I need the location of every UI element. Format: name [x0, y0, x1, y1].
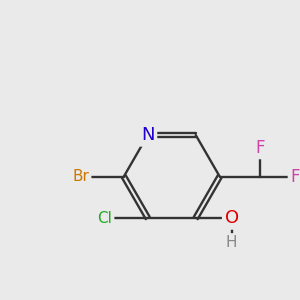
Text: H: H	[226, 236, 237, 250]
Text: O: O	[225, 209, 239, 227]
Text: Br: Br	[72, 169, 89, 184]
Text: F: F	[256, 139, 265, 157]
Text: Cl: Cl	[97, 211, 112, 226]
Text: N: N	[141, 126, 154, 144]
Text: F: F	[290, 167, 300, 185]
